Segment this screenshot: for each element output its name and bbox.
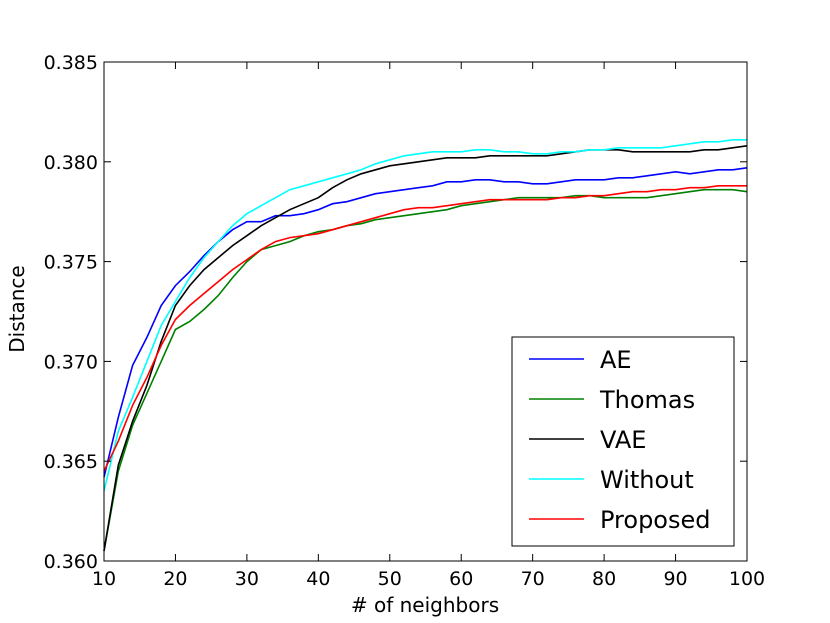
- legend-label: VAE: [600, 426, 646, 454]
- series-line-proposed: [103, 185, 747, 472]
- axis-ticks: 10 20 30 40 50 60 70 80 90 100 0.360 0.365 0.370 0.37…: [44, 52, 766, 590]
- x-tick-label: 60: [449, 568, 473, 590]
- x-tick-label: 30: [235, 568, 259, 590]
- x-tick-label: 100: [729, 568, 765, 590]
- legend-label: Proposed: [600, 506, 711, 534]
- series-lines: [103, 139, 748, 552]
- y-axis-label: Distance: [5, 265, 29, 352]
- legend-label: Without: [600, 466, 694, 494]
- legend-label: Thomas: [599, 386, 695, 414]
- y-tick-label: 0.375: [44, 252, 98, 274]
- y-tick-label: 0.370: [44, 351, 98, 373]
- y-tick-label: 0.360: [44, 551, 98, 573]
- x-tick-label: 80: [592, 568, 616, 590]
- x-tick-label: 50: [378, 568, 402, 590]
- y-tick-label: 0.365: [44, 451, 98, 473]
- x-tick-label: 90: [663, 568, 687, 590]
- plot-frame: [103, 61, 748, 562]
- x-tick-label: 10: [92, 568, 116, 590]
- y-tick-label: 0.380: [44, 152, 98, 174]
- x-tick-label: 40: [306, 568, 330, 590]
- series-line-vae: [103, 145, 748, 552]
- series-line-thomas: [103, 188, 748, 552]
- x-tick-label: 70: [521, 568, 545, 590]
- x-axis-label: # of neighbors: [351, 593, 499, 617]
- series-line-without: [103, 139, 747, 492]
- y-tick-label: 0.385: [44, 52, 98, 74]
- legend: AE Thomas VAE Without Proposed: [511, 336, 735, 547]
- x-tick-label: 20: [163, 568, 187, 590]
- legend-label: AE: [600, 346, 632, 374]
- legend-box: [511, 336, 735, 547]
